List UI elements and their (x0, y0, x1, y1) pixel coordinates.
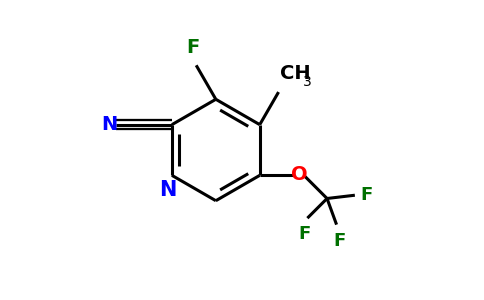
Text: 3: 3 (303, 75, 312, 89)
Text: N: N (101, 115, 117, 134)
Text: O: O (291, 165, 307, 184)
Text: F: F (299, 225, 311, 243)
Text: F: F (333, 232, 345, 250)
Text: CH: CH (280, 64, 311, 83)
Text: F: F (361, 186, 373, 204)
Text: F: F (186, 38, 199, 57)
Text: N: N (159, 180, 177, 200)
